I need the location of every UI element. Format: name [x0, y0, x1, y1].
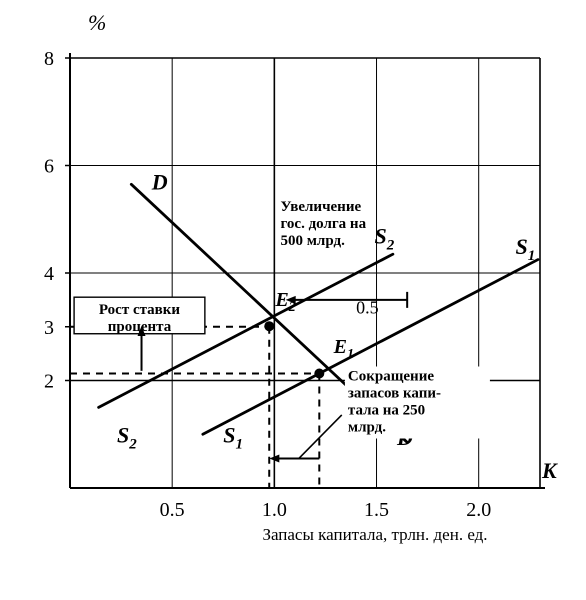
capital-reduce-text: Сокращение [348, 369, 434, 385]
capital-reduce-text: запасов капи- [348, 386, 441, 402]
x-tick-label: 1.5 [364, 499, 389, 521]
x-tick-label: 2.0 [466, 499, 491, 521]
debt-increase-text: гос. долга на [280, 216, 366, 232]
rate-increase-text2: процента [108, 319, 172, 335]
capital-reduce-text: млрд. [348, 420, 386, 436]
label-d-top: D [151, 170, 168, 195]
rate-increase-text1: Рост ставки [99, 302, 181, 318]
debt-increase-text: 500 млрд. [280, 233, 345, 249]
y-axis-label: % [88, 10, 106, 35]
equilibrium-e2 [264, 321, 274, 331]
equilibrium-e1 [314, 369, 324, 379]
y-tick-label: 4 [44, 263, 54, 285]
y-tick-label: 2 [44, 371, 54, 393]
debt-increase-text: Увеличение [280, 199, 361, 215]
y-tick-label: 6 [44, 156, 54, 178]
x-axis-label: K [541, 458, 558, 483]
x-axis-caption: Запасы капитала, трлн. ден. ед. [262, 525, 487, 544]
x-tick-label: 0.5 [160, 499, 185, 521]
x-tick-label: 1.0 [262, 499, 287, 521]
y-tick-label: 3 [44, 317, 54, 339]
y-tick-label: 8 [44, 48, 54, 70]
capital-reduce-text: тала на 250 [348, 403, 425, 419]
shift-arrow-value: 0.5 [356, 297, 379, 317]
